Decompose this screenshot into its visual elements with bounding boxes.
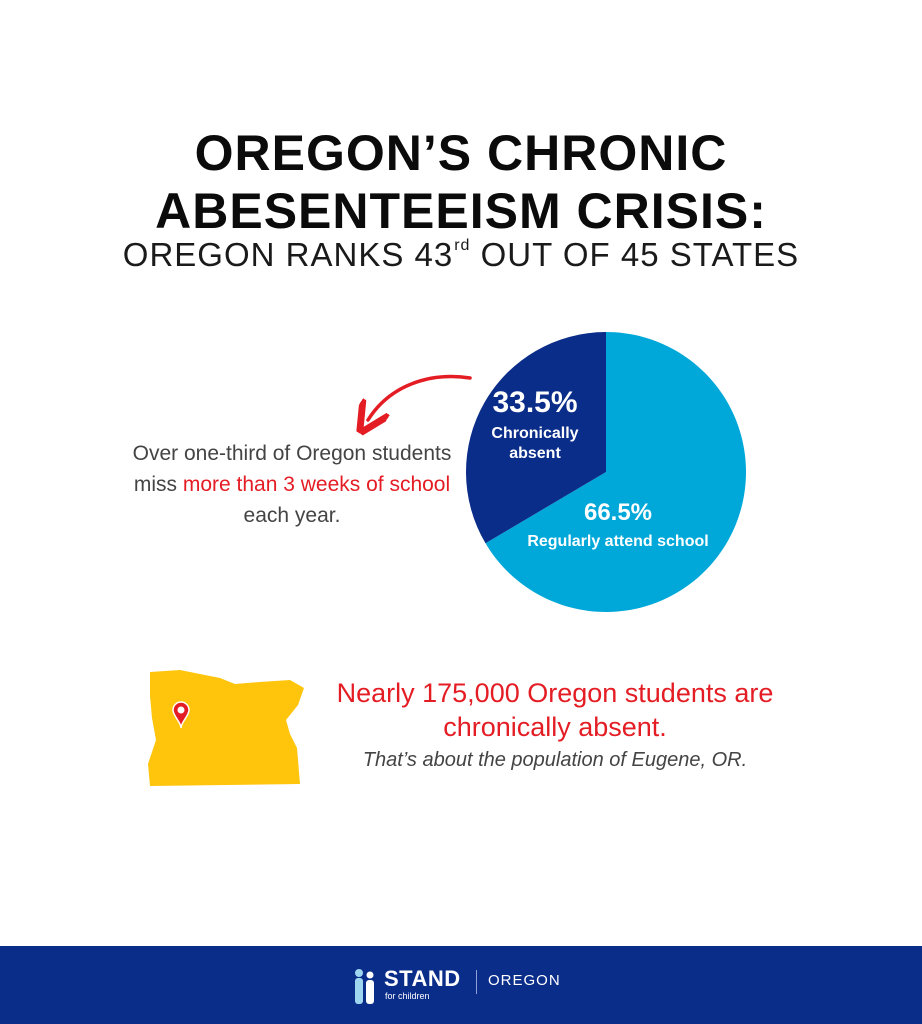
pie-value-label-0: 33.5% xyxy=(492,386,577,419)
brand-region: OREGON xyxy=(488,972,561,989)
stat-note: That’s about the population of Eugene, O… xyxy=(362,749,748,771)
callout-text: Over one-third of Oregon students miss m… xyxy=(122,438,462,531)
callout-part-1: Over one-third of Oregon students miss xyxy=(132,442,452,496)
pie-category-label-1-0: Regularly attend school xyxy=(527,533,708,550)
subtitle-rank: OREGON RANKS 43 xyxy=(122,236,454,273)
pie-category-label-0-1: absent xyxy=(509,445,561,462)
subtitle-ordinal: rd xyxy=(454,237,471,254)
pie-slice-0 xyxy=(465,332,606,544)
stand-logo-icon xyxy=(355,969,374,1004)
stat-headline: Nearly 175,000 Oregon students are chron… xyxy=(336,678,774,742)
subtitle-rest: OUT OF 45 STATES xyxy=(470,236,800,273)
title-line-2: ABESENTEEISM CRISIS: xyxy=(155,183,767,239)
pie-labels: 33.5% Chronically absent 66.5% Regularly att… xyxy=(491,386,708,550)
pie-slice-1 xyxy=(485,332,746,612)
brand-subtitle: for children xyxy=(385,991,430,1001)
oregon-map-icon xyxy=(148,670,304,786)
pie-value-label-1: 66.5% xyxy=(584,499,652,526)
location-pin-icon xyxy=(172,701,190,729)
oregon-state-shape xyxy=(148,670,304,786)
pie-chart: 33.5% Chronically absent 66.5% Regularly att… xyxy=(0,332,746,612)
callout-highlight: more than 3 weeks of school xyxy=(182,473,451,496)
pie-slices xyxy=(465,332,746,612)
subtitle: OREGON RANKS 43rd OUT OF 45 STATES xyxy=(0,236,922,274)
pie-category-label-0-0: Chronically xyxy=(491,425,578,442)
brand-divider xyxy=(476,970,477,994)
callout-part-2: each year. xyxy=(243,504,341,527)
footer: STAND for children OREGON xyxy=(0,946,922,1024)
title-line-1: OREGON’S CHRONIC xyxy=(194,125,728,181)
curved-arrow-icon xyxy=(368,374,472,420)
brand-name: STAND xyxy=(384,966,461,991)
